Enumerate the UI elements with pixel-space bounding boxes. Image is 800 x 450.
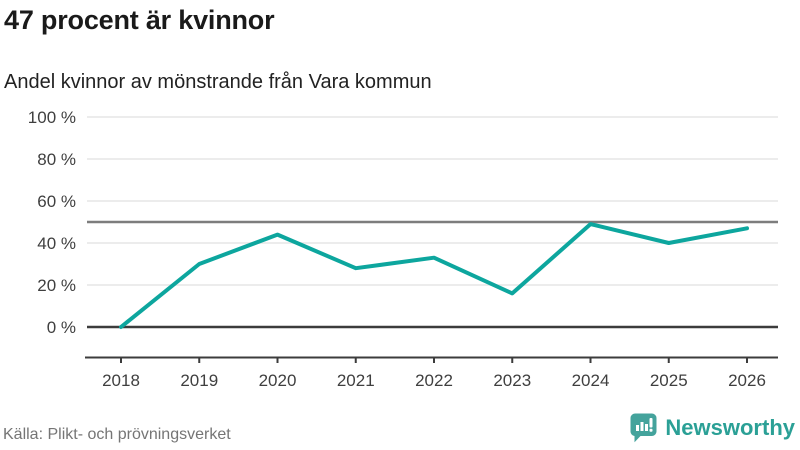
y-tick-label: 0 %: [47, 318, 76, 337]
x-tick-label: 2026: [728, 371, 766, 390]
x-tick-label: 2025: [650, 371, 688, 390]
x-tick-label: 2018: [102, 371, 140, 390]
x-tick-label: 2019: [180, 371, 218, 390]
x-tick-label: 2021: [337, 371, 375, 390]
bar-chart-bubble-icon: [629, 412, 658, 443]
x-tick-label: 2023: [493, 371, 531, 390]
y-tick-label: 40 %: [37, 234, 76, 253]
page-title: 47 procent är kvinnor: [4, 5, 275, 35]
chart-subtitle: Andel kvinnor av mönstrande från Vara ko…: [4, 71, 432, 93]
y-tick-label: 100 %: [28, 108, 76, 127]
x-tick-label: 2024: [572, 371, 610, 390]
data-line: [119, 222, 749, 329]
newsworthy-logo[interactable]: Newsworthy: [629, 412, 795, 443]
source-note: Källa: Plikt- och prövningsverket: [3, 426, 231, 443]
x-tick-label: 2022: [415, 371, 453, 390]
y-tick-label: 80 %: [37, 150, 76, 169]
x-tick-label: 2020: [259, 371, 297, 390]
y-tick-label: 60 %: [37, 192, 76, 211]
y-tick-label: 20 %: [37, 276, 76, 295]
brand-name: Newsworthy: [665, 414, 795, 440]
